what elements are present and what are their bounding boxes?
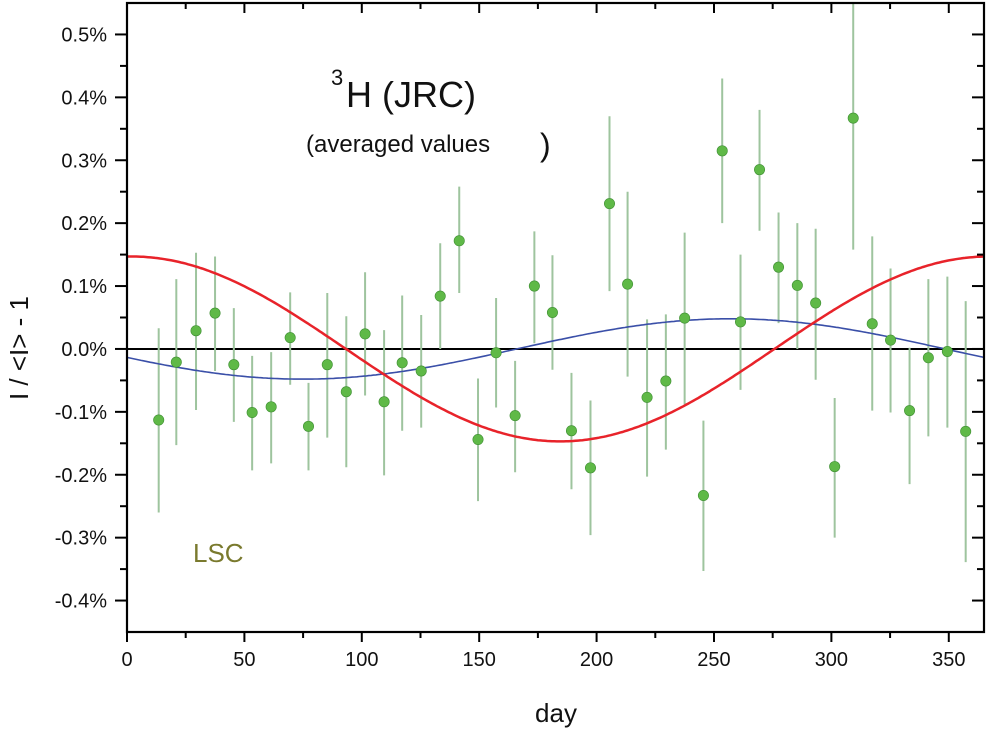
data-point: [415, 365, 427, 377]
blue-fit-curve: [127, 318, 984, 380]
data-point: [170, 356, 182, 368]
y-tick-label: 0.5%: [61, 24, 107, 46]
data-point: [829, 461, 841, 473]
data-point: [960, 425, 972, 437]
data-point: [866, 318, 878, 330]
data-point: [941, 345, 953, 357]
data-point: [922, 352, 934, 364]
data-point: [641, 391, 653, 403]
data-point: [546, 306, 558, 318]
data-point: [378, 396, 390, 408]
x-tick-label: 250: [697, 649, 730, 671]
axes: 0 50 100 150 200 250 300 350 -0.4% -0.3% -0.2% -0.1…: [55, 1, 986, 671]
data-point: [604, 198, 616, 210]
data-point: [302, 420, 314, 432]
data-point: [321, 359, 333, 371]
data-point: [735, 316, 747, 328]
y-tick-label: -0.4%: [55, 591, 107, 613]
chart-subtitle-close-paren: ): [540, 127, 551, 163]
data-point: [209, 307, 221, 319]
data-point: [773, 261, 785, 273]
y-tick-label: 0.1%: [61, 276, 107, 298]
data-point: [528, 280, 540, 292]
y-axis-title: I / <I> - 1: [4, 296, 34, 400]
y-tick-label: -0.2%: [55, 465, 107, 487]
data-point: [660, 375, 672, 387]
data-point: [584, 462, 596, 474]
x-tick-label: 350: [932, 649, 965, 671]
data-point: [754, 164, 766, 176]
data-point: [716, 145, 728, 157]
data-point: [697, 490, 709, 502]
y-tick-label: 0.0%: [61, 339, 107, 361]
x-tick-label: 150: [463, 649, 496, 671]
y-tick-label: -0.1%: [55, 402, 107, 424]
plot-area: [127, 3, 984, 571]
x-tick-label: 50: [233, 649, 255, 671]
y-tick-label: -0.3%: [55, 528, 107, 550]
data-point: [472, 434, 484, 446]
data-point: [246, 406, 258, 418]
data-point: [904, 405, 916, 417]
x-axis-title: day: [535, 698, 577, 728]
data-point: [340, 386, 352, 398]
data-point: [810, 297, 822, 309]
data-point: [190, 325, 202, 337]
data-point: [453, 235, 465, 247]
data-point: [396, 357, 408, 369]
data-point: [284, 332, 296, 344]
data-point: [622, 278, 634, 290]
data-point: [885, 334, 897, 346]
labels: 3 H (JRC) (averaged values ) LSC day I /…: [4, 65, 577, 728]
red-fit-curve: [127, 255, 984, 443]
plot-frame: [125, 1, 986, 634]
x-tick-label: 300: [815, 649, 848, 671]
chart-subtitle: (averaged values: [306, 131, 490, 158]
data-point: [434, 290, 446, 302]
chart-title: H (JRC): [346, 74, 476, 115]
data-point: [847, 112, 859, 124]
lsc-annotation: LSC: [193, 538, 244, 568]
data-point: [565, 425, 577, 437]
data-point: [153, 414, 165, 426]
data-point: [791, 279, 803, 291]
y-tick-label: 0.4%: [61, 87, 107, 109]
data-point: [359, 328, 371, 340]
y-tick-label: 0.3%: [61, 150, 107, 172]
data-point: [679, 312, 691, 324]
plot-content: [127, 3, 984, 571]
data-point: [228, 359, 240, 371]
data-point: [265, 401, 277, 413]
title-superscript: 3: [331, 65, 343, 90]
x-tick-label: 100: [345, 649, 378, 671]
data-point: [509, 410, 521, 422]
x-tick-label: 200: [580, 649, 613, 671]
data-point: [490, 347, 502, 359]
y-tick-label: 0.2%: [61, 213, 107, 235]
x-tick-label: 0: [121, 649, 132, 671]
